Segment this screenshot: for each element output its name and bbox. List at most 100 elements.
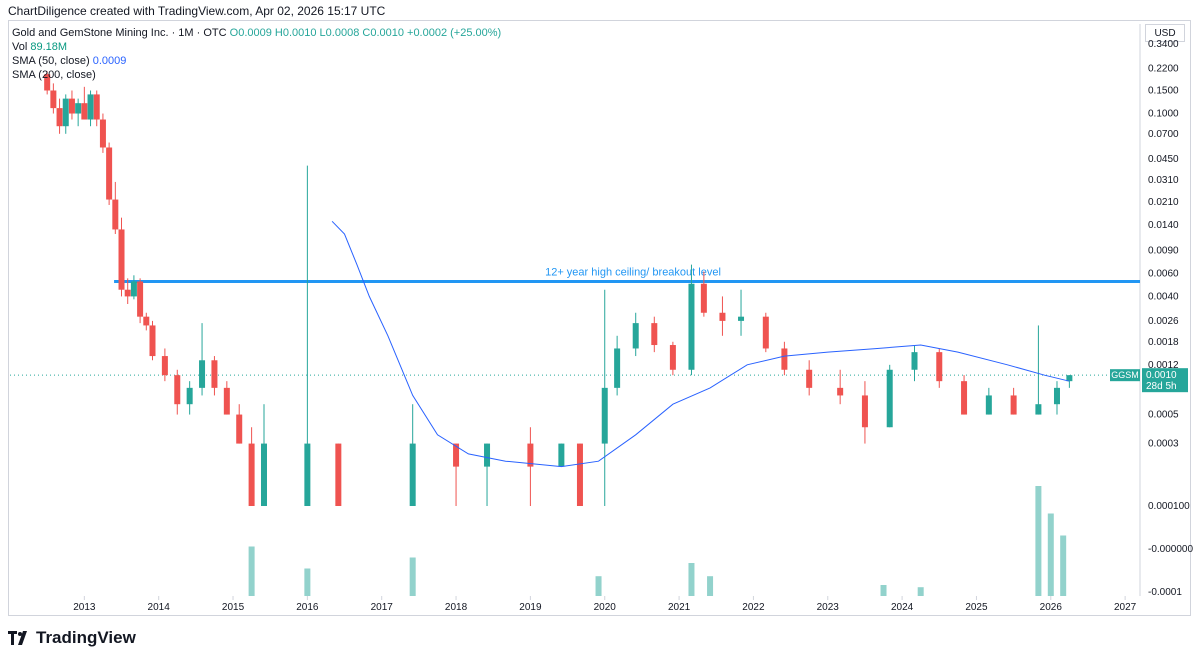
y-tick-label: 0.0018	[1148, 337, 1179, 348]
y-tick-label: -0.0001	[1148, 587, 1182, 598]
y-tick-label: 0.1500	[1148, 85, 1179, 96]
x-tick-label: 2023	[817, 602, 840, 613]
x-tick-label: 2015	[222, 602, 245, 613]
y-tick-label: 0.0090	[1148, 245, 1179, 256]
volume-bar	[1060, 535, 1067, 596]
candle-body	[143, 316, 150, 326]
legend-sma50-label[interactable]: SMA (50, close)	[12, 55, 90, 67]
candle-body	[576, 443, 583, 506]
breakout-annotation: 12+ year high ceiling/ breakout level	[545, 267, 721, 279]
candle-body	[75, 103, 82, 114]
y-tick-label: 0.0005	[1148, 410, 1179, 421]
volume-bar	[707, 576, 714, 596]
candle-body	[304, 443, 311, 506]
candle-body	[669, 345, 676, 370]
y-tick-label: 0.0700	[1148, 129, 1179, 140]
y-tick-label: 0.0450	[1148, 154, 1179, 165]
candle-body	[1053, 387, 1060, 405]
candle-body	[614, 348, 621, 388]
volume-bar	[917, 587, 924, 596]
volume-bar	[409, 557, 416, 596]
legend-vol-label[interactable]: Vol	[12, 41, 28, 53]
y-tick-label: 0.0210	[1148, 197, 1179, 208]
candle-body	[911, 352, 918, 370]
candle-body	[961, 381, 968, 415]
ticker-badge: GGSM	[1111, 370, 1139, 380]
candle-body	[161, 356, 168, 376]
candle-body	[409, 443, 416, 506]
volume-bar	[880, 585, 887, 596]
y-tick-label: 0.3400	[1148, 39, 1179, 50]
y-tick-label: 0.0012	[1148, 360, 1179, 371]
volume-bar	[688, 563, 695, 596]
volume-bar	[1035, 486, 1042, 596]
legend-symbol-row: Gold and GemStone Mining Inc. · 1M · OTC…	[12, 26, 501, 40]
candle-body	[886, 369, 893, 428]
y-tick-label: -0.000000	[1148, 544, 1193, 555]
candle-body	[81, 103, 88, 120]
candle-body	[87, 94, 94, 120]
candle-body	[1010, 395, 1017, 415]
candle-body	[50, 90, 57, 109]
candle-body	[44, 74, 51, 91]
candle-body	[223, 387, 230, 415]
x-tick-label: 2026	[1040, 602, 1063, 613]
y-tick-label: 0.0040	[1148, 291, 1179, 302]
legend-vol-row: Vol 89.18M	[12, 40, 501, 54]
y-tick-label: 0.1000	[1148, 109, 1179, 120]
candle-body	[1066, 375, 1073, 382]
candle-body	[806, 369, 813, 388]
legend-sma200-label[interactable]: SMA (200, close)	[12, 69, 96, 81]
candle-body	[601, 387, 608, 444]
legend-sma200-row: SMA (200, close)	[12, 68, 501, 82]
x-tick-label: 2019	[519, 602, 542, 613]
x-tick-label: 2017	[371, 602, 394, 613]
candle-body	[527, 443, 534, 467]
last-price-badge-bg	[1142, 368, 1188, 393]
candle-body	[261, 443, 268, 506]
y-tick-label: 0.0140	[1148, 220, 1179, 231]
candle-body	[719, 312, 726, 321]
candle-body	[93, 94, 100, 120]
candle-body	[118, 229, 125, 290]
x-tick-label: 2018	[445, 602, 468, 613]
candle-body	[738, 316, 745, 321]
y-tick-label: 0.0026	[1148, 316, 1179, 327]
x-tick-label: 2027	[1114, 602, 1137, 613]
candle-body	[248, 443, 255, 506]
candle-body	[62, 98, 69, 127]
candle-body	[484, 443, 491, 467]
candle-body	[558, 443, 565, 467]
x-tick-label: 2014	[148, 602, 171, 613]
x-tick-label: 2025	[965, 602, 988, 613]
creator-caption: ChartDiligence created with TradingView.…	[8, 4, 386, 18]
ticker-badge-bg	[1110, 369, 1140, 382]
sma200-line	[331, 220, 1070, 468]
legend-sma50-value: 0.0009	[92, 55, 127, 67]
candle-body	[781, 348, 788, 370]
legend-symbol[interactable]: Gold and GemStone Mining Inc. · 1M · OTC	[12, 27, 227, 39]
tradingview-logo[interactable]: TradingView	[8, 628, 136, 648]
y-tick-label: 0.0060	[1148, 268, 1179, 279]
candle-body	[335, 443, 342, 506]
candle-body	[130, 281, 137, 297]
y-tick-label: 0.0310	[1148, 175, 1179, 186]
y-tick-label: 0.000100	[1148, 501, 1190, 512]
candle-body	[199, 360, 206, 388]
x-tick-label: 2022	[742, 602, 765, 613]
y-tick-label: 0.2200	[1148, 64, 1179, 75]
legend-vol-value: 89.18M	[30, 41, 68, 53]
volume-bar	[1047, 513, 1054, 596]
last-price-label: 0.0010	[1146, 370, 1177, 381]
candle-body	[651, 323, 658, 346]
x-tick-label: 2013	[73, 602, 96, 613]
currency-button[interactable]: USD	[1145, 24, 1185, 42]
candle-body	[837, 387, 844, 396]
volume-bar	[248, 546, 255, 596]
candle-body	[106, 147, 113, 200]
x-tick-label: 2024	[891, 602, 914, 613]
y-tick-label: 0.0003	[1148, 439, 1179, 450]
countdown-label: 28d 5h	[1146, 381, 1177, 392]
candle-body	[124, 289, 131, 297]
